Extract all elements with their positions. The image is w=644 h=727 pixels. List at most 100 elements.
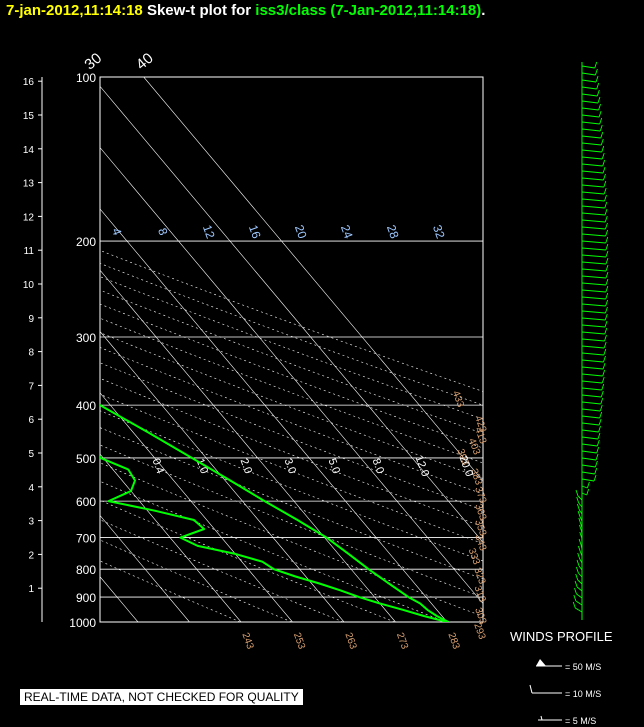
wind-barb (581, 170, 604, 174)
wind-barb (581, 485, 588, 489)
dry-adiabat-line (100, 378, 483, 528)
wind-barb (581, 121, 600, 125)
wind-barb-feather (605, 250, 609, 258)
pressure-tick-label: 800 (76, 563, 96, 577)
wind-barb-feather (576, 559, 580, 567)
title-label: Skew-t plot for (146, 2, 252, 19)
wind-barb (580, 544, 583, 550)
wind-barb (581, 268, 607, 272)
wind-barb (581, 114, 600, 118)
wind-barb (581, 79, 597, 83)
wind-barb (581, 303, 606, 307)
height-tick-label: 13 (23, 179, 35, 190)
wind-barb-feather (605, 229, 609, 237)
wind-barb-feather (596, 439, 600, 447)
wind-barb (581, 471, 595, 475)
wind-barb (581, 128, 601, 132)
isotherm-line (0, 77, 87, 622)
wind-barb (581, 233, 606, 237)
height-tick-label: 8 (28, 348, 34, 359)
height-tick-label: 16 (23, 77, 35, 88)
title-timestamp: 7-jan-2012,11:14:18 (6, 2, 143, 19)
wind-barb (581, 240, 606, 244)
mixing-ratio-label: 8.0 (370, 457, 387, 475)
wind-barb (581, 212, 606, 216)
wind-barb-feather (604, 320, 608, 328)
dry-adiabat-label-group: 243 253 263 273 283 2933033133233333433533633… (239, 389, 488, 651)
wind-barb-feather (603, 355, 606, 363)
wind-barb-feather (605, 292, 609, 300)
dry-adiabat-line (100, 303, 483, 449)
wind-barb (581, 450, 597, 454)
wind-barb-feather (575, 489, 579, 497)
wind-barb-feather (605, 306, 608, 314)
dry-adiabat-group (100, 250, 483, 622)
wind-barb (581, 107, 599, 111)
wind-barb-feather (597, 96, 601, 104)
wind-barb-feather (598, 425, 601, 433)
wind-barb-feather (600, 138, 604, 146)
isotherm-line (100, 453, 242, 622)
plot-title: 7-jan-2012,11:14:18 Skew-t plot for iss3… (6, 2, 485, 19)
wind-barb-feather (579, 524, 582, 532)
temperature-tick-label: 40 (133, 50, 157, 74)
pressure-tick-label: 100 (76, 71, 96, 85)
wind-barb-feather (603, 180, 607, 188)
plot-frame (99, 76, 484, 623)
moist-adiabat-label: 28 (384, 223, 402, 241)
dry-adiabat-label: 263 (342, 631, 358, 651)
wind-barb (581, 345, 605, 349)
wind-barb (581, 135, 601, 139)
wind-barb (579, 509, 583, 515)
wind-barb (581, 149, 602, 153)
wind-barb (581, 380, 603, 384)
wind-barb-feather (577, 510, 581, 518)
wind-barb-feather (597, 432, 601, 440)
wind-barb (581, 191, 605, 195)
dry-adiabat-line (100, 263, 483, 406)
legend-pennant (536, 659, 546, 666)
pressure-tick-label: 700 (76, 532, 96, 546)
height-tick-label: 7 (28, 381, 34, 392)
wind-barb-feather (595, 453, 599, 461)
pressure-tick-label: 400 (76, 399, 96, 413)
wind-barb-feather (594, 460, 598, 468)
wind-barb-feather (574, 580, 578, 588)
wind-barb (581, 177, 604, 181)
isotherm-line (100, 576, 139, 622)
wind-barb-feather (599, 411, 603, 419)
wind-barb-feather (598, 103, 601, 111)
wind-barb-feather (596, 82, 600, 90)
wind-barb-feather (601, 383, 605, 391)
moist-adiabat-label: 24 (338, 223, 356, 241)
pressure-tick-label: 900 (76, 591, 96, 605)
wind-barb-feather (575, 573, 579, 581)
pressure-tick-label: 500 (76, 452, 96, 466)
sounding-group (100, 403, 449, 622)
wind-barb-feather (594, 68, 598, 76)
wind-barb (581, 429, 599, 433)
dry-adiabat-line (100, 499, 395, 622)
wind-barb-feather (605, 278, 609, 286)
wind-barb-feather (593, 474, 597, 482)
height-tick-label: 9 (28, 314, 34, 325)
title-period: . (481, 2, 486, 19)
wind-barb (581, 93, 598, 97)
height-tick-label: 6 (28, 415, 34, 426)
wind-barb (581, 205, 605, 209)
wind-barb (581, 338, 605, 342)
temperature-tick-label: 30 (81, 50, 105, 74)
wind-barb-feather (577, 552, 581, 560)
wind-barb (577, 579, 583, 585)
wind-barb-feather (605, 236, 609, 244)
wind-barb (581, 296, 606, 300)
dry-adiabat-label: 433 (450, 389, 466, 409)
wind-barb-feather (600, 131, 604, 139)
wind-barb (581, 394, 602, 398)
wind-barb (581, 415, 600, 419)
dry-adiabat-line (100, 539, 292, 622)
wind-barb-feather (578, 538, 582, 546)
wind-barb (581, 254, 606, 258)
disclaimer-banner: REAL-TIME DATA, NOT CHECKED FOR QUALITY (20, 689, 303, 705)
